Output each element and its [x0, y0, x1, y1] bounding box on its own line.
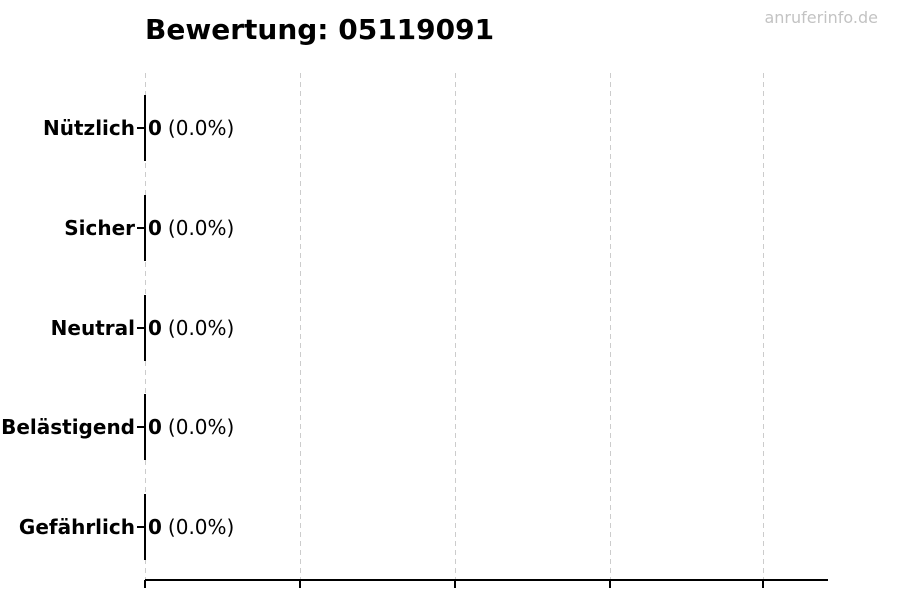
bar-percent: (0.0%): [167, 515, 235, 539]
bar-percent: (0.0%): [167, 415, 235, 439]
category-label: Nützlich: [43, 116, 135, 140]
y-axis-tick: [137, 127, 144, 129]
zero-bar: [144, 95, 146, 161]
bar-count: 0: [148, 316, 162, 340]
bar-row-belaestigend: Belästigend 0 (0.0%): [0, 394, 900, 460]
bar-row-nuetzlich: Nützlich 0 (0.0%): [0, 95, 900, 161]
bar-value-label: 0 (0.0%): [148, 95, 234, 161]
x-axis-tick: [299, 580, 301, 588]
bar-percent: (0.0%): [167, 116, 235, 140]
gridline: [610, 73, 611, 580]
x-axis-tick: [609, 580, 611, 588]
category-label: Neutral: [50, 316, 135, 340]
zero-bar: [144, 195, 146, 261]
bar-value-label: 0 (0.0%): [148, 195, 234, 261]
zero-bar: [144, 295, 146, 361]
category-label: Sicher: [64, 216, 135, 240]
y-axis-tick: [137, 227, 144, 229]
bar-percent: (0.0%): [167, 316, 235, 340]
x-axis-tick: [762, 580, 764, 588]
bar-count: 0: [148, 415, 162, 439]
bar-value-label: 0 (0.0%): [148, 394, 234, 460]
bar-value-label: 0 (0.0%): [148, 494, 234, 560]
bar-count: 0: [148, 216, 162, 240]
bar-percent: (0.0%): [167, 216, 235, 240]
bar-row-neutral: Neutral 0 (0.0%): [0, 295, 900, 361]
x-axis-tick: [454, 580, 456, 588]
gridline: [300, 73, 301, 580]
y-axis-tick: [137, 526, 144, 528]
bar-value-label: 0 (0.0%): [148, 295, 234, 361]
watermark-text: anruferinfo.de: [764, 8, 878, 27]
gridline: [455, 73, 456, 580]
chart-title: Bewertung: 05119091: [145, 13, 495, 46]
zero-bar: [144, 394, 146, 460]
y-axis-tick: [137, 426, 144, 428]
category-label: Belästigend: [1, 415, 135, 439]
zero-bar: [144, 494, 146, 560]
bar-row-sicher: Sicher 0 (0.0%): [0, 195, 900, 261]
gridline: [763, 73, 764, 580]
x-axis-tick: [144, 580, 146, 588]
bar-count: 0: [148, 515, 162, 539]
bar-row-gefaehrlich: Gefährlich 0 (0.0%): [0, 494, 900, 560]
x-axis-line: [145, 579, 828, 581]
category-label: Gefährlich: [18, 515, 135, 539]
y-axis-tick: [137, 327, 144, 329]
bar-count: 0: [148, 116, 162, 140]
